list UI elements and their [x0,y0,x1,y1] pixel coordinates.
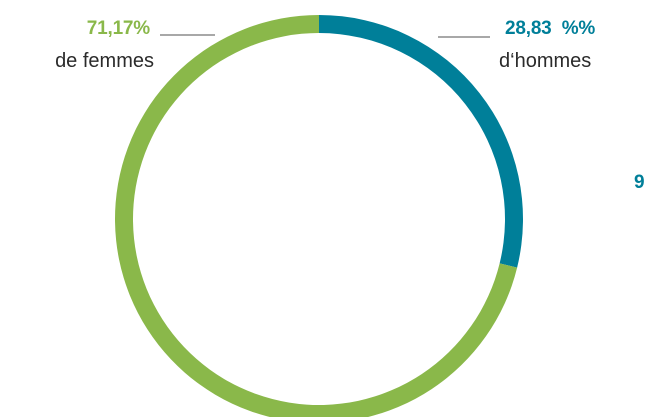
clipped-value-label: 9 [634,172,645,193]
slice-men [319,15,524,268]
men-percent-label: 28,83 %% [505,18,596,39]
women-category-label: de femmes [55,50,154,72]
donut-slices [115,15,524,417]
men-category-label: d‘hommes [499,50,592,72]
women-percent-label: 71,17% [86,18,150,39]
